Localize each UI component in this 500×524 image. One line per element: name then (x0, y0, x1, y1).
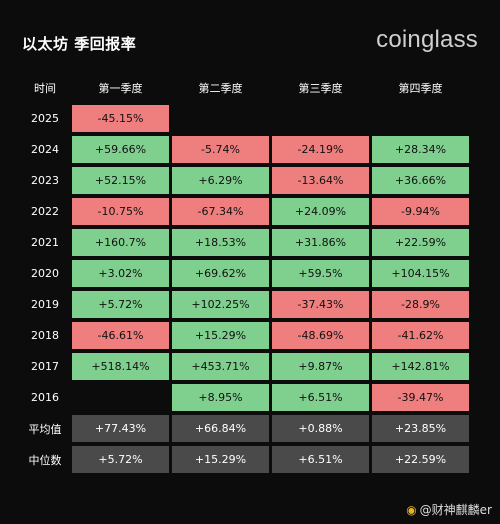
table-row: 2020 +3.02% +69.62% +59.5% +104.15% (21, 260, 469, 287)
row-label-year: 2020 (31, 267, 59, 280)
return-cell-q1: +52.15% (72, 167, 169, 194)
table-row: 2022 -10.75% -67.34% +24.09% -9.94% (21, 198, 469, 225)
column-header-q4: 第四季度 (398, 81, 443, 95)
return-cell-q2: -5.74% (172, 136, 269, 163)
summary-cell-q4: +23.85% (372, 415, 469, 442)
summary-label: 平均值 (28, 422, 62, 436)
return-cell-q2: +8.95% (172, 384, 269, 411)
return-cell-q4: +28.34% (372, 136, 469, 163)
row-label-year: 2024 (31, 143, 59, 156)
return-cell-q2: -67.34% (172, 198, 269, 225)
return-cell-q3: +24.09% (272, 198, 369, 225)
summary-cell-q1: +77.43% (72, 415, 169, 442)
summary-cell-q4: +22.59% (372, 446, 469, 473)
row-label-year: 2023 (31, 174, 59, 187)
return-cell-q1: +3.02% (72, 260, 169, 287)
return-cell-q1: -10.75% (72, 198, 169, 225)
return-cell-q4: +142.81% (372, 353, 469, 380)
table-row: 2019 +5.72% +102.25% -37.43% -28.9% (21, 291, 469, 318)
return-cell-q4: +22.59% (372, 229, 469, 256)
return-cell-q4: -28.9% (372, 291, 469, 318)
return-cell-q4: +104.15% (372, 260, 469, 287)
return-cell-q2: +69.62% (172, 260, 269, 287)
page-title: 以太坊 季回报率 (22, 35, 137, 53)
row-label-year: 2021 (31, 236, 59, 249)
watermark: ◉ @财神麒麟er (406, 501, 492, 518)
summary-cell-q2: +66.84% (172, 415, 269, 442)
table-body: 2025 -45.15% 2024 +59.66% -5.74% -24.19% +28.3… (21, 105, 469, 473)
summary-label: 中位数 (28, 453, 62, 467)
return-cell-q1: +59.66% (72, 136, 169, 163)
table-row: 2021 +160.7% +18.53% +31.86% +22.59% (21, 229, 469, 256)
return-cell-q3: -37.43% (272, 291, 369, 318)
returns-heatmap-table: 时间 第一季度 第二季度 第三季度 第四季度 2025 -45.15% 2024 +5… (18, 70, 472, 477)
return-cell-q1: -46.61% (72, 322, 169, 349)
row-label-year: 2017 (31, 360, 59, 373)
return-cell-q4: +36.66% (372, 167, 469, 194)
summary-cell-q3: +0.88% (272, 415, 369, 442)
column-header-q3: 第三季度 (298, 81, 343, 95)
summary-cell-q2: +15.29% (172, 446, 269, 473)
return-cell-q4 (372, 105, 469, 132)
return-cell-q3: -24.19% (272, 136, 369, 163)
row-label-year: 2019 (31, 298, 59, 311)
return-cell-q2: +6.29% (172, 167, 269, 194)
table-row: 2025 -45.15% (21, 105, 469, 132)
column-header-q2: 第二季度 (198, 81, 243, 95)
table-row: 2024 +59.66% -5.74% -24.19% +28.34% (21, 136, 469, 163)
return-cell-q1: +5.72% (72, 291, 169, 318)
return-cell-q3: -48.69% (272, 322, 369, 349)
return-cell-q1: +518.14% (72, 353, 169, 380)
return-cell-q4: -41.62% (372, 322, 469, 349)
column-header-q1: 第一季度 (98, 81, 143, 95)
table-row: 2023 +52.15% +6.29% -13.64% +36.66% (21, 167, 469, 194)
return-cell-q2: +18.53% (172, 229, 269, 256)
return-cell-q3: +31.86% (272, 229, 369, 256)
return-cell-q3: +6.51% (272, 384, 369, 411)
row-label-year: 2022 (31, 205, 59, 218)
return-cell-q3: +59.5% (272, 260, 369, 287)
return-cell-q1: +160.7% (72, 229, 169, 256)
return-cell-q2: +453.71% (172, 353, 269, 380)
return-cell-q4: -39.47% (372, 384, 469, 411)
brand-logo: coinglass (376, 26, 478, 53)
summary-row: 平均值 +77.43% +66.84% +0.88% +23.85% (21, 415, 469, 442)
summary-cell-q1: +5.72% (72, 446, 169, 473)
return-cell-q3 (272, 105, 369, 132)
row-label-year: 2018 (31, 329, 59, 342)
weibo-icon: ◉ (406, 503, 417, 517)
table-row: 2016 +8.95% +6.51% -39.47% (21, 384, 469, 411)
header-row: 时间 第一季度 第二季度 第三季度 第四季度 (21, 74, 469, 101)
return-cell-q2: +15.29% (172, 322, 269, 349)
summary-row: 中位数 +5.72% +15.29% +6.51% +22.59% (21, 446, 469, 473)
table-row: 2018 -46.61% +15.29% -48.69% -41.62% (21, 322, 469, 349)
return-cell-q1: -45.15% (72, 105, 169, 132)
table-row: 2017 +518.14% +453.71% +9.87% +142.81% (21, 353, 469, 380)
return-cell-q2: +102.25% (172, 291, 269, 318)
row-label-year: 2025 (31, 112, 59, 125)
return-cell-q3: +9.87% (272, 353, 369, 380)
return-cell-q2 (172, 105, 269, 132)
return-cell-q3: -13.64% (272, 167, 369, 194)
return-cell-q4: -9.94% (372, 198, 469, 225)
corner-label: 时间 (34, 81, 56, 95)
return-cell-q1 (72, 384, 169, 411)
summary-cell-q3: +6.51% (272, 446, 369, 473)
watermark-text: @财神麒麟er (419, 503, 492, 517)
row-label-year: 2016 (31, 391, 59, 404)
